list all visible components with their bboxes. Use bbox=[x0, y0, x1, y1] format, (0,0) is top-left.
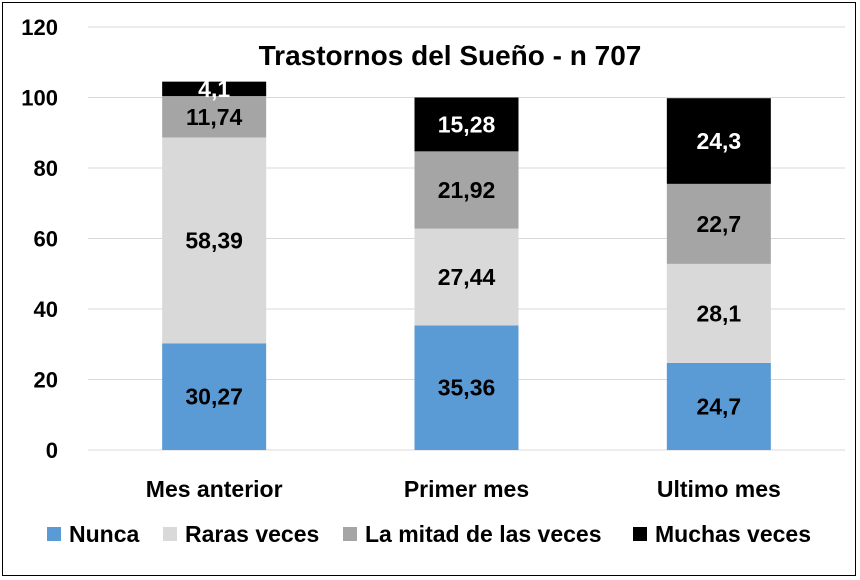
data-label: 27,44 bbox=[438, 264, 496, 290]
y-tick-label-60: 60 bbox=[34, 227, 58, 252]
bar-segment bbox=[666, 263, 771, 363]
legend-label: Raras veces bbox=[185, 521, 319, 547]
y-tick-label-40: 40 bbox=[34, 297, 58, 322]
legend-swatch bbox=[633, 527, 647, 541]
bar-segment bbox=[414, 97, 519, 152]
bar-segment bbox=[414, 151, 519, 229]
bar-segment bbox=[666, 362, 771, 450]
legend-label: La mitad de las veces bbox=[365, 521, 602, 547]
bars bbox=[162, 81, 771, 450]
legend-swatch bbox=[163, 527, 177, 541]
x-axis-ticks: Mes anterior Primer mes Ultimo mes bbox=[146, 476, 781, 502]
data-label: 35,36 bbox=[438, 375, 496, 401]
bar-segment bbox=[162, 343, 267, 450]
y-tick-label-100: 100 bbox=[21, 86, 58, 111]
y-tick-label-20: 20 bbox=[34, 368, 58, 393]
bar-segment bbox=[162, 137, 267, 344]
data-label: 21,92 bbox=[438, 177, 496, 203]
bar-segment bbox=[162, 81, 267, 97]
bar-segment bbox=[666, 98, 771, 184]
data-label: 22,7 bbox=[696, 211, 741, 237]
y-tick-label-120: 120 bbox=[21, 15, 58, 40]
x-tick-label: Primer mes bbox=[404, 476, 529, 502]
legend-label: Nunca bbox=[69, 521, 140, 547]
legend: Nunca Raras veces La mitad de las veces Muc… bbox=[47, 521, 811, 547]
bar-segment bbox=[414, 325, 519, 450]
data-label: 58,39 bbox=[185, 227, 243, 253]
legend-swatch bbox=[47, 527, 61, 541]
x-tick-label: Mes anterior bbox=[146, 476, 283, 502]
x-tick-label: Ultimo mes bbox=[657, 476, 781, 502]
data-labels: 30,27 58,39 11,744,1 35,36 27,44 21,92 15,28 24… bbox=[185, 76, 741, 420]
bar-segment bbox=[666, 183, 771, 264]
bar-segment bbox=[162, 96, 267, 138]
y-axis-ticks: 0 20 40 60 80 100 120 bbox=[21, 15, 58, 463]
data-label: 24,3 bbox=[696, 128, 741, 154]
data-label: 30,27 bbox=[185, 384, 243, 410]
data-label: 4,1 bbox=[198, 76, 230, 102]
data-label: 24,7 bbox=[696, 393, 741, 419]
y-tick-label-80: 80 bbox=[34, 156, 58, 181]
bar-segment bbox=[414, 228, 519, 326]
legend-swatch bbox=[343, 527, 357, 541]
legend-label: Muchas veces bbox=[655, 521, 811, 547]
data-label: 28,1 bbox=[696, 300, 741, 326]
y-tick-label-0: 0 bbox=[46, 438, 58, 463]
data-label: 15,28 bbox=[438, 111, 496, 137]
chart-title: Trastornos del Sueño - n 707 bbox=[259, 40, 642, 71]
data-label: 11,74 bbox=[186, 104, 242, 130]
